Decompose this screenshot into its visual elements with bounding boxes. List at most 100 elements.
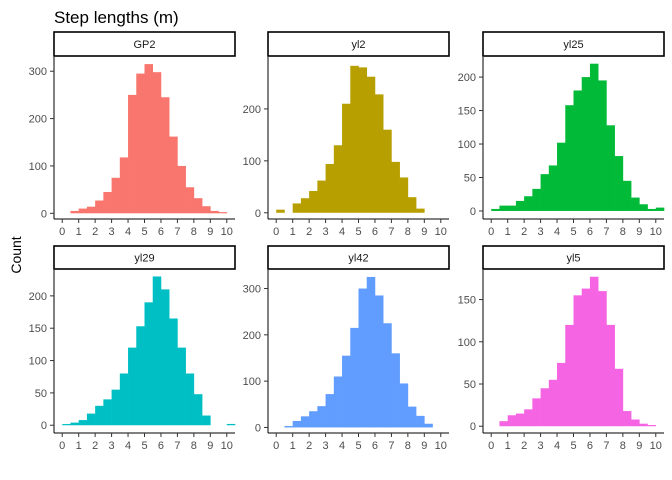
histogram-bar <box>655 207 665 211</box>
histogram-bar <box>548 379 558 427</box>
histogram-bar <box>111 389 121 426</box>
histogram-bar <box>152 276 162 426</box>
x-tick-label: 0 <box>59 440 65 452</box>
histogram-bar <box>128 94 137 214</box>
x-tick-label: 2 <box>92 440 98 452</box>
x-tick-label: 7 <box>388 440 394 452</box>
histogram-bar <box>606 324 615 427</box>
x-tick-label: 10 <box>435 440 447 452</box>
histogram-bar <box>374 295 384 428</box>
x-tick-label: 9 <box>207 226 213 238</box>
histogram-bar <box>383 323 392 428</box>
histogram-bar <box>292 420 302 428</box>
facet-strip-label: yl29 <box>134 253 154 265</box>
histogram-bar <box>565 324 574 427</box>
x-tick-label: 4 <box>339 226 345 238</box>
x-tick-label: 9 <box>207 440 213 452</box>
y-tick-label: 0 <box>255 208 261 220</box>
y-tick-label: 200 <box>243 104 261 116</box>
histogram-bar <box>507 205 517 211</box>
histogram-bar <box>622 180 632 211</box>
histogram-bar <box>342 103 351 213</box>
x-tick-label: 10 <box>650 440 662 452</box>
y-tick-label: 0 <box>41 420 47 432</box>
histogram-bar <box>70 422 79 426</box>
x-tick-label: 3 <box>538 440 544 452</box>
x-tick-label: 1 <box>290 440 296 452</box>
histogram-bar <box>499 421 508 427</box>
histogram-bar <box>639 423 648 427</box>
x-tick-label: 7 <box>388 226 394 238</box>
histogram-bar <box>532 188 541 211</box>
facet-strip-label: yl25 <box>563 39 583 51</box>
facet-strip <box>53 31 236 57</box>
x-tick-label: 10 <box>221 226 233 238</box>
x-tick-label: 2 <box>92 226 98 238</box>
x-tick-label: 4 <box>339 440 345 452</box>
histogram-bar <box>515 413 525 427</box>
histogram-bar <box>160 289 170 426</box>
facet-strip <box>482 245 665 270</box>
x-tick-label: 6 <box>158 226 164 238</box>
x-tick-label: 7 <box>174 440 180 452</box>
x-tick-label: 2 <box>521 226 527 238</box>
histogram-bar <box>614 368 624 427</box>
x-tick-label: 6 <box>158 440 164 452</box>
x-tick-label: 8 <box>191 226 197 238</box>
x-tick-label: 6 <box>587 440 593 452</box>
histogram-bar <box>399 177 409 213</box>
histogram-bar <box>300 198 310 213</box>
x-tick-label: 0 <box>273 226 279 238</box>
x-tick-label: 8 <box>405 226 411 238</box>
histogram-bar <box>193 394 203 426</box>
y-tick-label: 100 <box>29 161 47 173</box>
histogram-bar <box>62 424 71 426</box>
histogram-bar <box>565 105 574 211</box>
histogram-bar <box>70 210 79 214</box>
histogram-bar <box>606 125 615 211</box>
histogram-bar <box>177 347 186 426</box>
histogram-bar <box>647 425 657 427</box>
facet-strip <box>53 245 236 270</box>
x-tick-label: 0 <box>273 440 279 452</box>
x-tick-label: 9 <box>421 440 427 452</box>
y-tick-label: 0 <box>470 206 476 218</box>
histogram-bar <box>358 67 368 213</box>
y-tick-label: 200 <box>29 114 47 126</box>
x-tick-label: 10 <box>650 226 662 238</box>
x-tick-label: 4 <box>125 440 131 452</box>
y-tick-label: 100 <box>29 356 47 368</box>
y-tick-label: 50 <box>464 379 476 391</box>
histogram-bar <box>292 203 302 213</box>
histogram-bar <box>424 423 433 428</box>
x-tick-label: 0 <box>488 226 494 238</box>
histogram-bar <box>284 426 293 428</box>
facet-strip-label: GP2 <box>133 39 155 51</box>
x-tick-label: 7 <box>603 440 609 452</box>
y-tick-label: 150 <box>458 295 476 307</box>
x-tick-label: 1 <box>76 226 82 238</box>
histogram-bar <box>573 90 583 211</box>
x-tick-label: 3 <box>109 440 115 452</box>
y-tick-label: 150 <box>29 323 47 335</box>
y-tick-label: 200 <box>458 72 476 84</box>
histogram-bar <box>350 65 359 213</box>
x-tick-label: 3 <box>323 440 329 452</box>
histogram-bar <box>276 209 285 213</box>
x-tick-label: 3 <box>109 226 115 238</box>
histogram-bar <box>589 63 599 211</box>
histogram-bar <box>177 165 186 214</box>
histogram-bar <box>103 192 112 214</box>
y-tick-label: 0 <box>470 421 476 433</box>
x-tick-label: 3 <box>323 226 329 238</box>
histogram-bar <box>86 413 96 426</box>
histogram-bar <box>78 208 88 214</box>
histogram-bar <box>614 156 624 211</box>
histogram-bar <box>399 383 409 428</box>
histogram-bar <box>169 136 178 214</box>
y-tick-label: 100 <box>243 156 261 168</box>
histogram-bar <box>532 398 541 427</box>
